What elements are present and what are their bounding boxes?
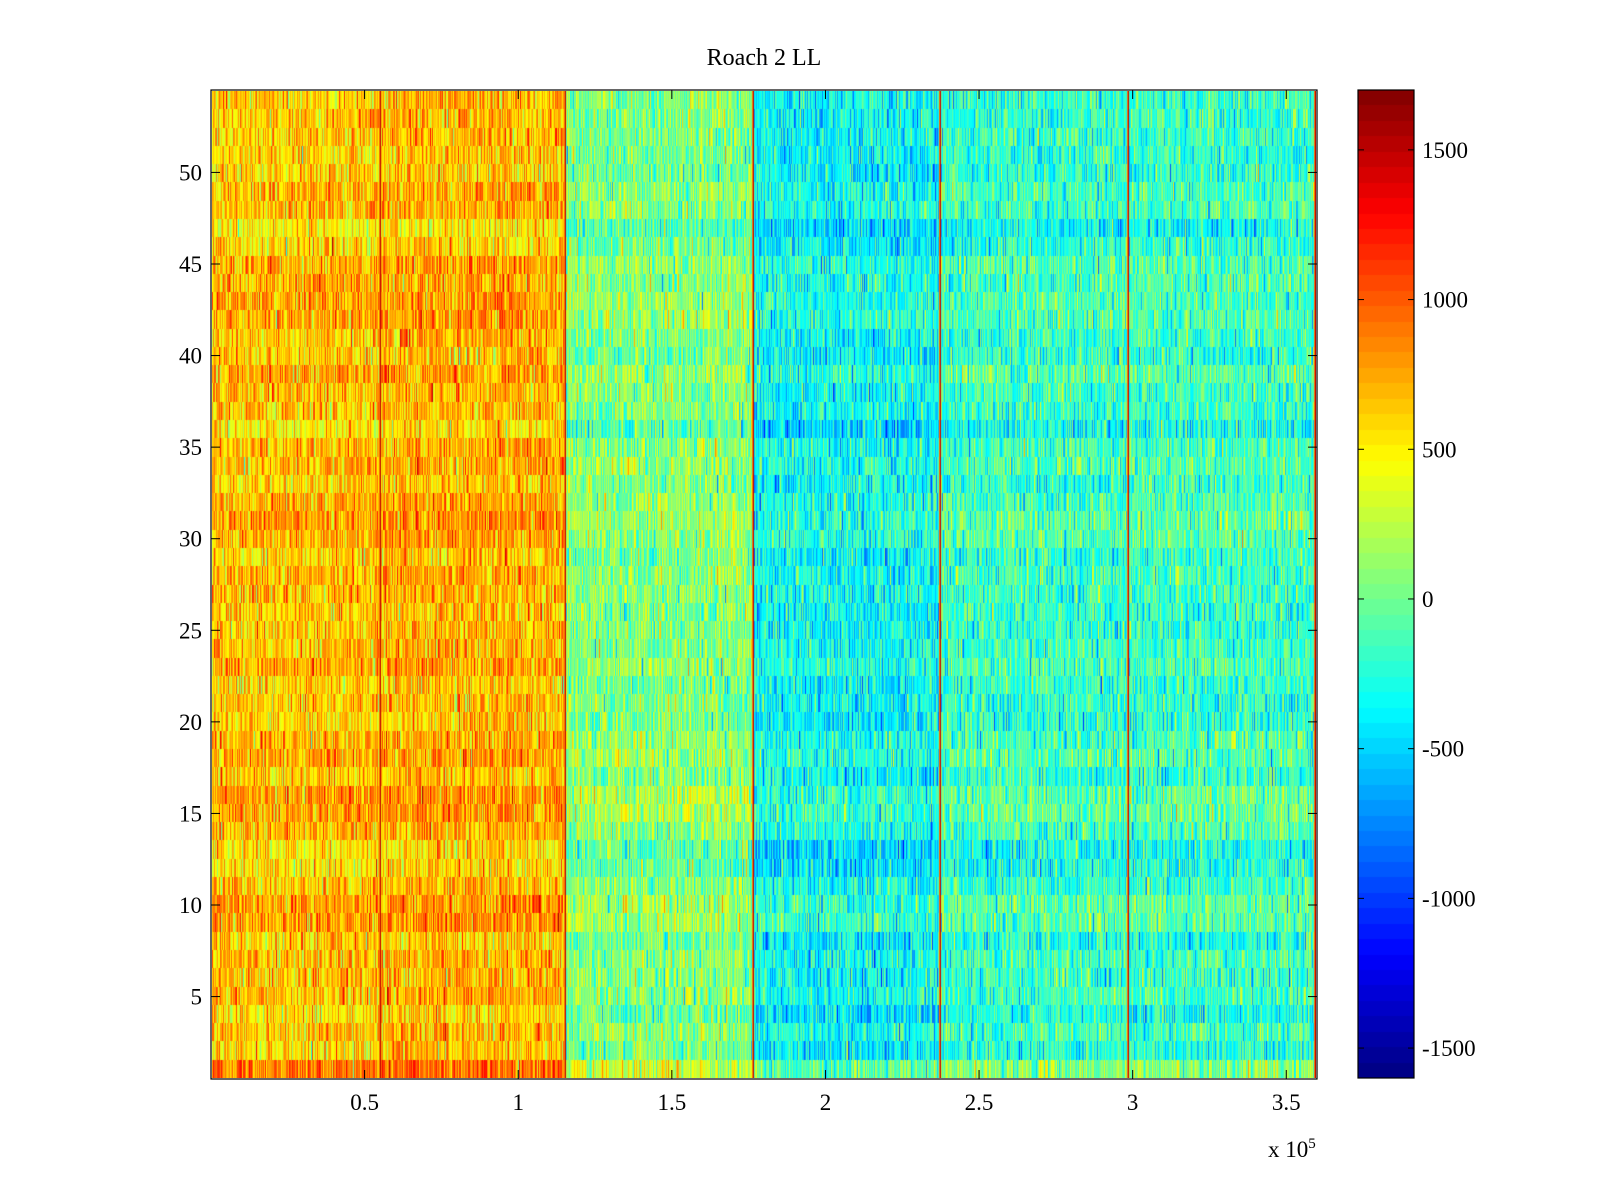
- x-tick-label: 1: [512, 1090, 524, 1115]
- colorbar-tick-label: 1000: [1422, 288, 1468, 313]
- colorbar-frame: [1357, 89, 1415, 1079]
- x-tick-label: 1.5: [657, 1090, 686, 1115]
- y-tick-label: 20: [179, 710, 202, 735]
- x-tick-label: 0.5: [350, 1090, 379, 1115]
- colorbar-axis: 1500 1000 500 0 -500 -1000 -1500: [1358, 138, 1476, 1061]
- y-tick-label: 50: [179, 160, 202, 185]
- x-tick-label: 3.5: [1272, 1090, 1301, 1115]
- heatmap-image: [212, 91, 1316, 1078]
- x-tick-label: 3: [1127, 1090, 1139, 1115]
- colorbar-tick-label: 0: [1422, 587, 1434, 612]
- x-axis: 0.5 1 1.5 2 2.5 3 3.5: [350, 90, 1301, 1115]
- x-tick-label: 2.5: [965, 1090, 994, 1115]
- y-tick-label: 35: [179, 435, 202, 460]
- colorbar-tick-label: 1500: [1422, 138, 1468, 163]
- colorbar-tick-label: -500: [1422, 737, 1464, 762]
- x-exponent-label: x 105: [1268, 1136, 1316, 1162]
- plot-frame: [210, 89, 1318, 1080]
- x-tick-label: 2: [820, 1090, 832, 1115]
- colorbar-tick-label: -1500: [1422, 1036, 1476, 1061]
- colorbar-gradient: [1358, 90, 1414, 1078]
- y-tick-label: 5: [191, 985, 203, 1010]
- colorbar-tick-label: -1000: [1422, 886, 1476, 911]
- y-tick-label: 45: [179, 252, 202, 277]
- y-axis: 5 10 15 20 25 30 35 40 45 50: [179, 160, 1317, 1010]
- colorbar-tick-label: 500: [1422, 437, 1457, 462]
- y-tick-label: 30: [179, 527, 202, 552]
- y-tick-label: 40: [179, 344, 202, 369]
- y-tick-label: 10: [179, 893, 202, 918]
- chart-title: Roach 2 LL: [707, 45, 822, 71]
- y-tick-label: 15: [179, 801, 202, 826]
- y-tick-label: 25: [179, 618, 202, 643]
